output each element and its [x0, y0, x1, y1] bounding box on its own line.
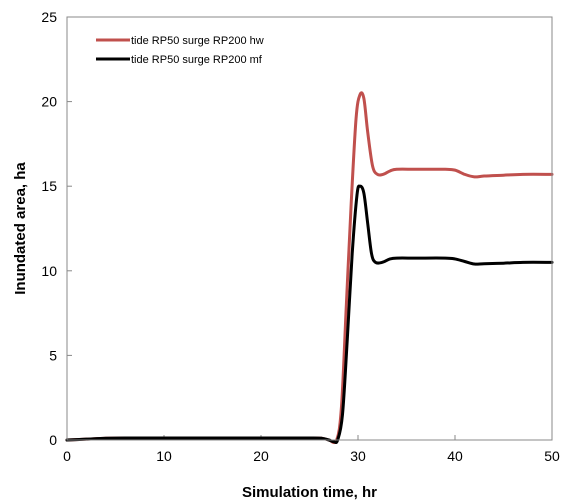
y-tick-label: 15 — [41, 178, 57, 194]
x-tick-label: 0 — [63, 448, 71, 464]
series-line-mf — [65, 184, 554, 445]
x-tick-label: 20 — [253, 448, 269, 464]
y-tick-label: 25 — [41, 9, 57, 25]
legend-label-hw: tide RP50 surge RP200 hw — [131, 35, 264, 47]
series-line-hw — [65, 91, 554, 445]
x-axis-title: Simulation time, hr — [242, 484, 377, 501]
y-tick-label: 0 — [49, 432, 57, 448]
x-tick-label: 50 — [544, 448, 560, 464]
tick-layer: 0 10 20 30 40 50 0 5 10 15 20 25 — [41, 9, 560, 464]
x-tick-label: 10 — [156, 448, 172, 464]
x-tick-label: 30 — [350, 448, 366, 464]
y-tick-label: 20 — [41, 94, 57, 110]
x-tick-label: 40 — [447, 448, 463, 464]
legend: tide RP50 surge RP200 hw tide RP50 surge… — [96, 35, 264, 66]
legend-label-mf: tide RP50 surge RP200 mf — [131, 54, 263, 66]
y-tick-label: 10 — [41, 263, 57, 279]
series-layer — [65, 91, 554, 445]
y-axis-title: Inundated area, ha — [12, 162, 29, 295]
y-tick-label: 5 — [49, 347, 57, 363]
plot-area-frame — [66, 16, 553, 441]
